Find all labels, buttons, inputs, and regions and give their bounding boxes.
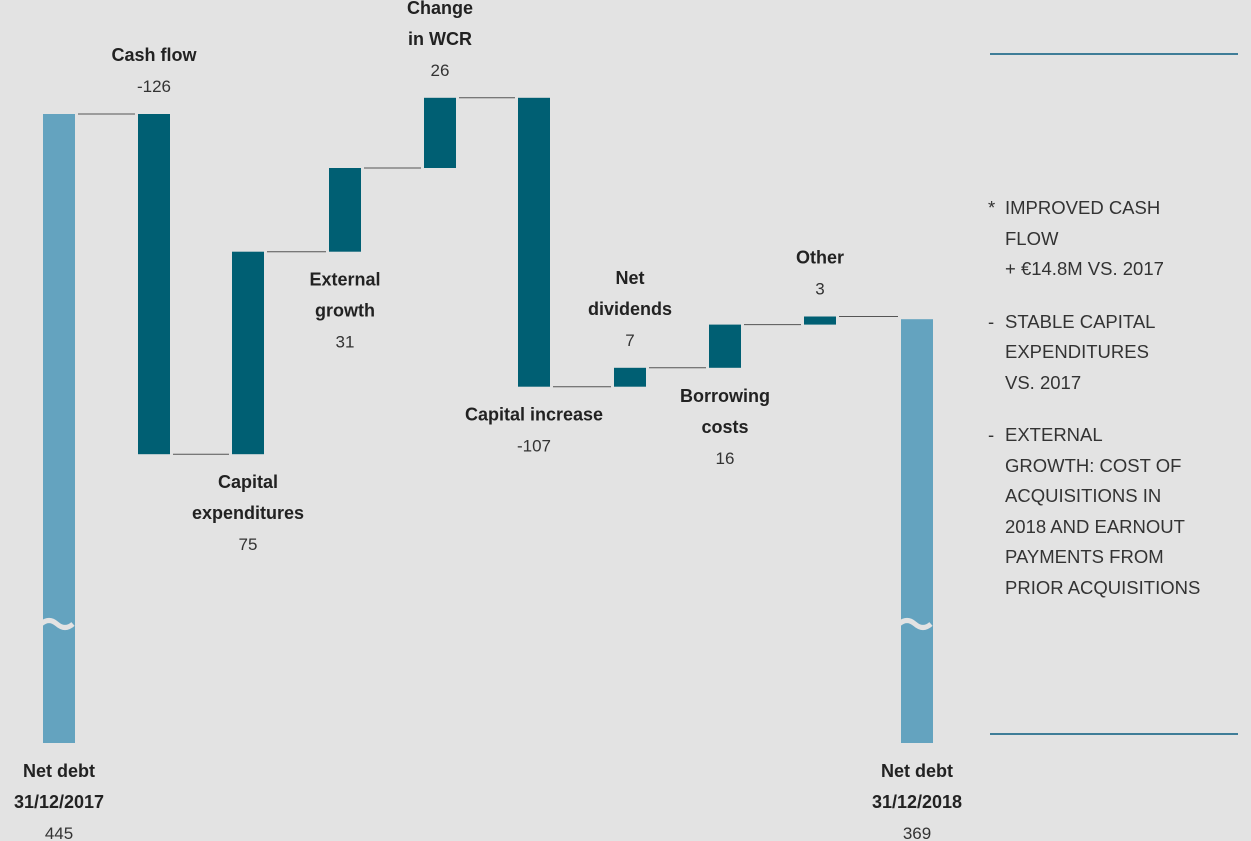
bar-label: Net debt — [23, 761, 95, 781]
bar-label: Cash flow — [111, 45, 197, 65]
bar-label: growth — [315, 301, 375, 321]
bar-0 — [43, 114, 75, 743]
bar-2 — [232, 251, 264, 455]
bar-value: 3 — [815, 280, 824, 299]
note-capex: - STABLE CAPITAL EXPENDITURES VS. 2017 — [988, 307, 1250, 399]
bar-5 — [518, 97, 550, 387]
note-text: STABLE CAPITAL EXPENDITURES VS. 2017 — [1005, 310, 1156, 393]
bar-value: 7 — [625, 331, 634, 350]
top-divider — [990, 53, 1238, 55]
bar-value: 31 — [336, 333, 355, 352]
bar-8 — [804, 316, 836, 325]
bar-value: 369 — [903, 824, 931, 841]
bar-9 — [901, 319, 933, 743]
bar-label: expenditures — [192, 503, 304, 523]
bar-label: 31/12/2017 — [14, 792, 104, 812]
note-cash-flow: * IMPROVED CASH FLOW + €14.8M VS. 2017 — [988, 193, 1250, 285]
side-notes: * IMPROVED CASH FLOW + €14.8M VS. 2017 -… — [988, 193, 1250, 625]
bar-value: -107 — [517, 437, 551, 456]
bar-label: 31/12/2018 — [872, 792, 962, 812]
bar-7 — [709, 324, 741, 368]
note-external-growth: - EXTERNAL GROWTH: COST OF ACQUISITIONS … — [988, 420, 1250, 603]
bar-value: 445 — [45, 824, 73, 841]
bar-6 — [614, 367, 646, 387]
bar-label: External — [309, 270, 380, 290]
bar-label: Net — [615, 268, 644, 288]
note-bullet: - — [988, 424, 995, 445]
note-text: EXTERNAL GROWTH: COST OF ACQUISITIONS IN… — [1005, 424, 1201, 598]
bar-1 — [138, 114, 170, 455]
bar-label: Capital — [218, 472, 278, 492]
axis-break-mark — [897, 618, 933, 630]
bottom-divider — [990, 733, 1238, 735]
bar-label: Capital increase — [465, 405, 603, 425]
note-bullet: - — [988, 310, 995, 332]
bar-value: 75 — [239, 535, 258, 554]
note-bullet: * — [988, 197, 996, 218]
bar-value: -126 — [137, 77, 171, 96]
bar-label: Net debt — [881, 761, 953, 781]
bar-label: Borrowing — [680, 386, 770, 406]
bar-4 — [424, 97, 456, 168]
bar-value: 16 — [716, 449, 735, 468]
bar-label: dividends — [588, 299, 672, 319]
bar-label: Change — [407, 0, 473, 18]
bar-value: 26 — [431, 61, 450, 80]
bar-label: costs — [701, 417, 748, 437]
note-text: IMPROVED CASH FLOW + €14.8M VS. 2017 — [1005, 197, 1164, 279]
axis-break-mark — [39, 618, 75, 630]
bar-label: Other — [796, 248, 844, 268]
bar-3 — [329, 168, 361, 252]
bar-label: in WCR — [408, 29, 472, 49]
